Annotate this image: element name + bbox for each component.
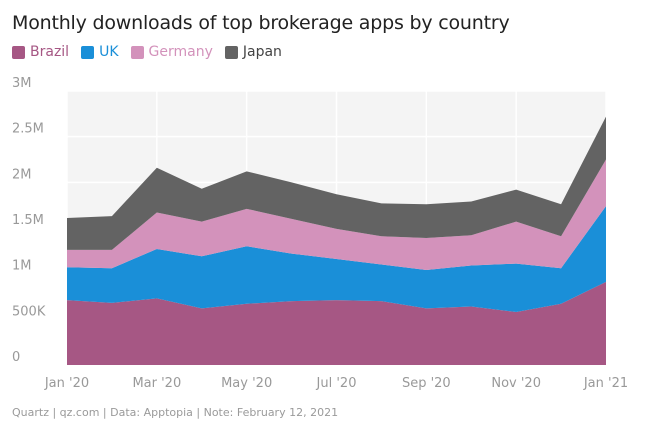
x-tick-label: Sep '20 <box>402 376 451 391</box>
legend: Brazil UK Germany Japan <box>12 44 282 60</box>
legend-label-uk: UK <box>99 44 119 60</box>
legend-label-germany: Germany <box>148 44 213 60</box>
legend-item-germany: Germany <box>130 44 213 60</box>
x-tick-label: Jan '21 <box>583 376 628 391</box>
x-tick-label: Jul '20 <box>316 376 357 391</box>
legend-item-japan: Japan <box>224 44 282 60</box>
area-series-brazil <box>67 281 606 365</box>
legend-swatch-uk <box>81 45 95 59</box>
area-series-japan <box>67 116 606 250</box>
y-tick-label: 2M <box>12 167 32 182</box>
area-series-germany <box>67 159 606 271</box>
x-tick-label: Mar '20 <box>132 376 181 391</box>
y-tick-label: 2.5M <box>12 122 44 137</box>
y-axis: 0 500K 1M 1.5M 2M 2.5M 3M <box>12 76 46 365</box>
legend-swatch-japan <box>224 45 238 59</box>
areas <box>67 116 606 365</box>
source-note: Quartz | qz.com | Data: Apptopia | Note:… <box>12 406 339 419</box>
y-tick-label: 1M <box>12 259 32 274</box>
x-tick-label: May '20 <box>221 376 272 391</box>
legend-label-japan: Japan <box>242 44 282 60</box>
y-tick-label: 500K <box>12 304 46 319</box>
x-tick-label: Jan '20 <box>44 376 89 391</box>
legend-swatch-germany <box>130 45 144 59</box>
y-tick-label: 0 <box>12 350 20 365</box>
legend-item-brazil: Brazil <box>12 44 69 60</box>
legend-swatch-brazil <box>12 45 25 59</box>
y-tick-label: 1.5M <box>12 213 44 228</box>
legend-item-uk: UK <box>81 44 119 60</box>
chart-title: Monthly downloads of top brokerage apps … <box>12 12 510 34</box>
x-axis: Jan '20 Mar '20 May '20 Jul '20 Sep '20 Nov '… <box>44 376 628 391</box>
area-series-uk <box>67 206 606 313</box>
x-tick-label: Nov '20 <box>491 376 541 391</box>
legend-label-brazil: Brazil <box>30 44 70 60</box>
y-tick-label: 3M <box>12 76 32 91</box>
